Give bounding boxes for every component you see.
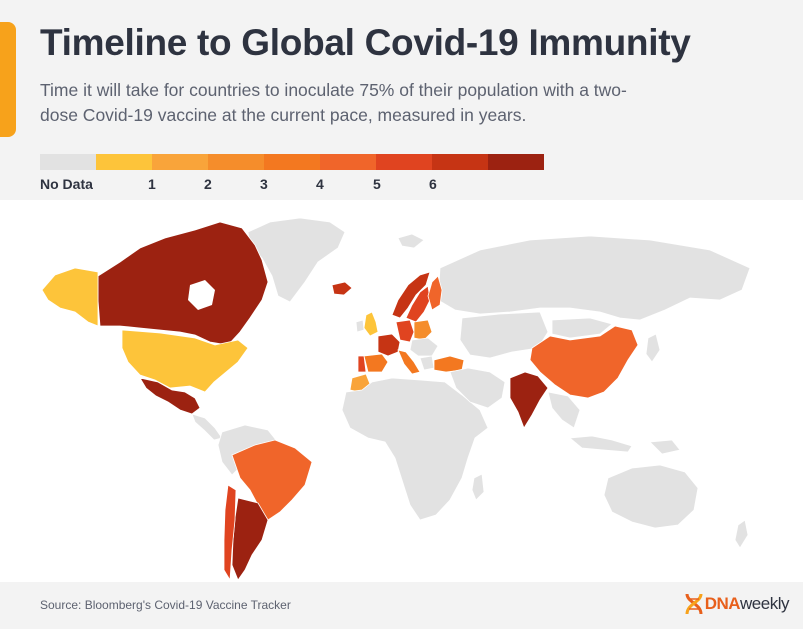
region-central-america xyxy=(191,413,223,441)
region-argentina xyxy=(231,497,269,581)
legend-swatch-4 xyxy=(264,154,320,170)
region-canada xyxy=(97,221,269,346)
accent-bar xyxy=(0,22,16,137)
region-portugal xyxy=(357,355,367,373)
region-papua xyxy=(649,439,681,455)
legend-swatches xyxy=(40,154,544,170)
legend-label-no-data: No Data xyxy=(40,176,93,192)
source-note: Source: Bloomberg's Covid-19 Vaccine Tra… xyxy=(40,598,291,612)
legend-swatch-5 xyxy=(320,154,376,170)
region-balkans xyxy=(419,355,435,371)
logo-text-light: weekly xyxy=(740,594,789,613)
region-india xyxy=(509,371,549,429)
logo-text-bold: DNA xyxy=(704,594,741,613)
legend-label-5: 5 xyxy=(373,176,381,192)
region-chile xyxy=(223,484,237,582)
legend-label-1: 1 xyxy=(148,176,156,192)
region-mongolia xyxy=(551,317,613,339)
region-iceland xyxy=(331,281,353,296)
legend-swatch-8 xyxy=(488,154,544,170)
header: Timeline to Global Covid-19 Immunity Tim… xyxy=(0,0,803,200)
region-mexico xyxy=(139,377,201,415)
region-australia xyxy=(603,464,699,529)
region-italy xyxy=(397,349,421,375)
logo-text: DNAweekly xyxy=(704,594,790,614)
dnaweekly-logo: DNAweekly xyxy=(683,592,789,616)
legend-swatch-7 xyxy=(432,154,488,170)
region-germany xyxy=(395,319,415,343)
region-central-asia xyxy=(459,311,549,359)
region-eastern-europe xyxy=(409,337,439,357)
region-japan xyxy=(645,333,661,363)
region-madagascar xyxy=(471,473,485,501)
region-new-zealand xyxy=(734,519,749,549)
footer: Source: Bloomberg's Covid-19 Vaccine Tra… xyxy=(0,582,803,629)
region-france xyxy=(377,333,401,357)
region-indonesia xyxy=(569,435,633,453)
region-africa xyxy=(341,377,489,521)
region-middle-east xyxy=(449,367,506,409)
region-spain xyxy=(363,353,389,373)
region-svalbard xyxy=(397,233,425,249)
world-map xyxy=(41,217,751,582)
legend: No Data 1 2 3 4 5 6 xyxy=(40,154,544,196)
legend-label-2: 2 xyxy=(204,176,212,192)
legend-swatch-0 xyxy=(40,154,96,170)
region-greenland xyxy=(247,217,346,303)
page-subtitle: Time it will take for countries to inocu… xyxy=(40,80,627,125)
region-alaska xyxy=(41,267,99,327)
legend-swatch-1 xyxy=(96,154,152,170)
legend-labels: No Data 1 2 3 4 5 6 xyxy=(40,176,544,196)
region-brazil xyxy=(231,439,313,521)
region-united-kingdom xyxy=(363,311,379,337)
region-finland xyxy=(427,275,443,311)
region-ireland xyxy=(355,319,365,333)
region-russia xyxy=(437,235,751,321)
page-title: Timeline to Global Covid-19 Immunity xyxy=(40,22,691,63)
legend-label-6: 6 xyxy=(429,176,437,192)
region-poland xyxy=(413,319,433,341)
region-southeast-asia xyxy=(547,391,581,429)
hudson-bay xyxy=(188,280,215,310)
legend-swatch-6 xyxy=(376,154,432,170)
legend-swatch-2 xyxy=(152,154,208,170)
region-norway xyxy=(391,271,431,319)
dna-icon xyxy=(685,593,703,615)
region-china xyxy=(529,325,639,399)
legend-swatch-3 xyxy=(208,154,264,170)
legend-label-4: 4 xyxy=(316,176,324,192)
region-united-states xyxy=(121,329,249,393)
legend-label-3: 3 xyxy=(260,176,268,192)
